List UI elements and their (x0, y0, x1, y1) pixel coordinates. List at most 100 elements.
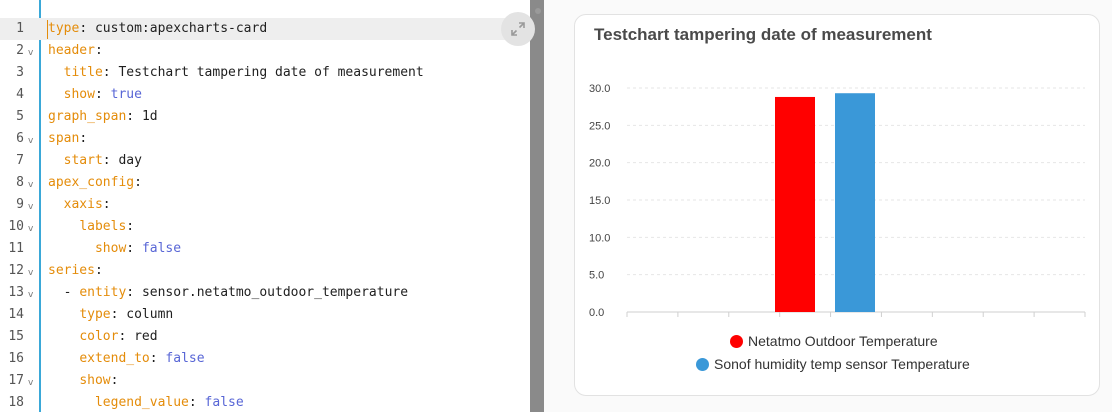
chart-card: Testchart tampering date of measurement … (574, 14, 1100, 396)
text-cursor (47, 20, 48, 39)
code-line[interactable]: 13 v - entity: sensor.netatmo_outdoor_tem… (0, 282, 530, 304)
code-text: span: (48, 128, 87, 150)
line-number: 1 (16, 21, 24, 36)
yaml-key: show (94, 241, 127, 256)
line-number: 9 (16, 197, 24, 212)
code-line[interactable]: 18 legend_value: false (0, 392, 530, 412)
scrollbar-thumb-indicator (535, 8, 541, 14)
code-line[interactable]: 6 v span: (0, 128, 530, 150)
fold-chevron-icon[interactable]: v (28, 48, 34, 58)
code-line[interactable]: 5 graph_span: 1d (0, 106, 530, 128)
legend-marker-netatmo (730, 334, 743, 348)
yaml-value: custom:apexcharts-card (94, 21, 268, 36)
yaml-key: entity (79, 285, 127, 300)
code-text: show: true (48, 84, 142, 106)
indent (48, 351, 79, 366)
fold-chevron-icon[interactable]: v (28, 202, 34, 212)
indent (48, 65, 64, 80)
yaml-separator: : (149, 351, 166, 366)
code-line[interactable]: 3 title: Testchart tampering date of mea… (0, 62, 530, 84)
line-number: 8 (16, 175, 24, 190)
legend-item-netatmo[interactable]: Netatmo Outdoor Temperature (730, 333, 938, 349)
card-title: Testchart tampering date of measurement (594, 25, 932, 44)
code-text: - entity: sensor.netatmo_outdoor_tempera… (48, 282, 408, 304)
yaml-key: xaxis (63, 197, 103, 212)
fold-chevron-icon[interactable]: v (28, 268, 34, 278)
line-number-gutter (0, 0, 40, 412)
yaml-separator: : (94, 87, 111, 102)
yaml-key: show (79, 373, 111, 388)
code-line[interactable]: 15 color: red (0, 326, 530, 348)
yaml-value: false (204, 395, 244, 410)
yaml-separator: : (126, 285, 142, 300)
code-line[interactable]: 7 start: day (0, 150, 530, 172)
fold-chevron-icon[interactable]: v (28, 290, 34, 300)
yaml-separator: : (126, 219, 135, 234)
yaml-key: graph_span (48, 109, 127, 124)
yaml-value: 1d (141, 109, 158, 124)
expand-editor-button[interactable] (501, 12, 535, 46)
code-line[interactable]: 4 show: true (0, 84, 530, 106)
yaml-key: type (48, 21, 80, 36)
code-text: legend_value: false (48, 392, 244, 412)
line-number: 16 (8, 351, 24, 366)
yaml-key: start (63, 153, 103, 168)
yaml-separator: : (134, 175, 142, 190)
indent (48, 395, 95, 410)
code-text: graph_span: 1d (48, 106, 158, 128)
yaml-separator: : (126, 109, 142, 124)
legend-item-sonof[interactable]: Sonof humidity temp sensor Temperature (696, 356, 970, 372)
yaml-value: red (134, 329, 158, 344)
yaml-value: sensor.netatmo_outdoor_temperature (141, 285, 409, 300)
indent (48, 87, 64, 102)
yaml-value: day (118, 153, 142, 168)
code-line[interactable]: 10 v labels: (0, 216, 530, 238)
code-line[interactable]: 12 v series: (0, 260, 530, 282)
code-text: color: red (48, 326, 158, 348)
yaml-separator: : (94, 43, 103, 58)
fold-chevron-icon[interactable]: v (28, 378, 34, 388)
code-line[interactable]: 2 v header: (0, 40, 530, 62)
line-number: 3 (16, 65, 24, 80)
yaml-key: labels (79, 219, 127, 234)
yaml-key: title (63, 65, 103, 80)
bar-netatmo[interactable] (775, 96, 815, 313)
code-text: apex_config: (48, 172, 142, 194)
code-text: title: Testchart tampering date of measu… (48, 62, 424, 84)
yaml-editor[interactable]: 1 type: custom:apexcharts-card 2 v header: 3 … (0, 0, 530, 412)
fold-chevron-icon[interactable]: v (28, 136, 34, 146)
line-number: 18 (8, 395, 24, 410)
yaml-value: column (126, 307, 174, 322)
line-number: 13 (8, 285, 24, 300)
code-line[interactable]: 16 extend_to: false (0, 348, 530, 370)
yaml-separator: : (102, 65, 119, 80)
expand-arrows-icon (511, 22, 525, 36)
yaml-key: span (48, 131, 80, 146)
y-tick-label: 30.0 (589, 83, 610, 95)
line-number: 5 (16, 109, 24, 124)
bar-sonof[interactable] (835, 93, 875, 312)
code-line[interactable]: 11 show: false (0, 238, 530, 260)
code-text: xaxis: (48, 194, 111, 216)
editor-scrollbar[interactable] (530, 0, 544, 412)
code-line[interactable]: 17 v show: (0, 370, 530, 392)
yaml-separator: : (79, 131, 88, 146)
code-line[interactable]: 1 type: custom:apexcharts-card (0, 18, 530, 40)
yaml-value: false (165, 351, 205, 366)
line-number: 15 (8, 329, 24, 344)
yaml-separator: : (110, 373, 119, 388)
code-line[interactable]: 14 type: column (0, 304, 530, 326)
yaml-separator: : (79, 21, 95, 36)
yaml-separator: : (94, 263, 103, 278)
code-text: type: column (48, 304, 173, 326)
yaml-key: color (79, 329, 119, 344)
yaml-separator: : (110, 307, 127, 322)
line-number: 12 (8, 263, 24, 278)
fold-chevron-icon[interactable]: v (28, 224, 34, 234)
code-line[interactable]: 8 v apex_config: (0, 172, 530, 194)
line-number: 11 (8, 241, 24, 256)
yaml-value: Testchart tampering date of measurement (118, 65, 424, 80)
line-number: 17 (8, 373, 24, 388)
fold-chevron-icon[interactable]: v (28, 180, 34, 190)
